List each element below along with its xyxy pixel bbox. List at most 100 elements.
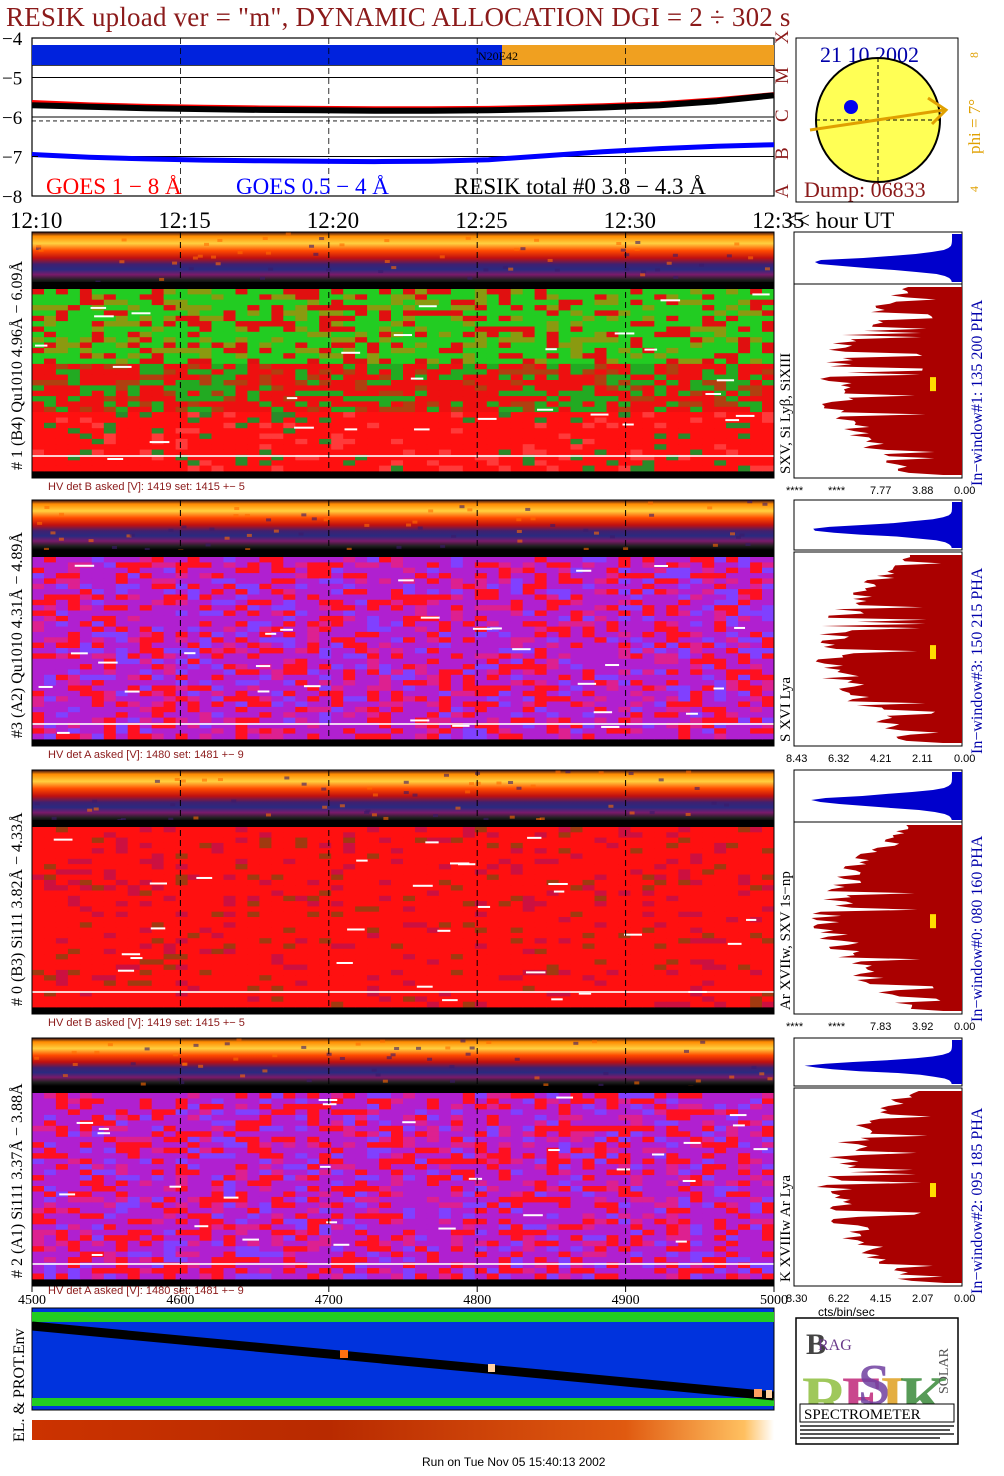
spectrogram-cell xyxy=(355,631,368,638)
spectrogram-cell xyxy=(486,299,500,306)
spectrogram-cell xyxy=(127,589,141,595)
spectrogram-cell xyxy=(199,305,212,311)
spectrogram-cell xyxy=(498,562,512,569)
spectrogram-cell xyxy=(450,669,464,676)
spectrogram-cell xyxy=(115,658,129,665)
spectrogram-cell xyxy=(594,842,607,849)
spectrogram-cell xyxy=(367,690,380,697)
spectrogram-cell xyxy=(546,589,559,595)
spectrogram-cell xyxy=(678,342,691,349)
spectrogram-cell xyxy=(546,583,559,590)
spectrogram-cell xyxy=(211,305,224,311)
spectrogram-cell xyxy=(750,390,763,397)
band-speckle xyxy=(298,532,304,536)
spectrogram-cell xyxy=(690,858,703,865)
spectrogram-cell xyxy=(642,728,655,735)
spectrogram-cell xyxy=(570,337,583,343)
spectrogram-cell xyxy=(307,310,320,317)
spectrogram-cell xyxy=(103,637,117,644)
band-speckle xyxy=(371,813,377,817)
spectrogram-cell xyxy=(199,433,212,440)
bright-pixel xyxy=(38,685,53,688)
spectrogram-cell xyxy=(295,717,308,724)
spectrogram-cell xyxy=(55,578,69,585)
spectrogram-cell xyxy=(450,578,464,585)
band-speckle xyxy=(655,268,661,272)
spectrogram-cell xyxy=(199,331,212,338)
spectrogram-cell xyxy=(654,401,667,408)
spectrogram-cell xyxy=(319,701,332,708)
spectrogram-cell xyxy=(426,615,440,622)
spectrogram-cell xyxy=(403,337,416,343)
spectral-line-label: S XVI Lya xyxy=(778,677,794,742)
spectrogram-cell xyxy=(247,374,260,381)
spectrogram-cell xyxy=(426,401,440,408)
spectrogram-cell xyxy=(558,832,571,838)
spectrogram-cell xyxy=(319,733,332,740)
spectrogram-cell xyxy=(343,664,356,670)
spectrogram-cell xyxy=(79,406,93,413)
spectrogram-cell xyxy=(642,653,655,660)
spectrogram-cell xyxy=(594,342,607,349)
spectrogram-cell xyxy=(331,401,344,408)
spectrogram-cell xyxy=(115,310,129,317)
spectrogram-cell xyxy=(534,712,547,718)
spectrogram-cell xyxy=(762,583,775,590)
spectrogram-cell xyxy=(235,626,248,633)
spectrogram-cell xyxy=(343,557,356,563)
spectrogram-cell xyxy=(570,583,583,590)
spectrogram-cell xyxy=(44,832,57,838)
spectrogram-cell xyxy=(690,460,703,467)
spectrogram-cell xyxy=(271,353,284,359)
spectrogram-cell xyxy=(415,562,428,569)
spectrogram-cell xyxy=(32,315,45,322)
spectrogram-cell xyxy=(319,858,332,865)
spectrogram-cell xyxy=(199,465,212,472)
spectrogram-cell xyxy=(91,696,105,702)
spectrogram-cell xyxy=(690,680,703,686)
spectrogram-cell xyxy=(331,728,344,735)
spectrogram-cell xyxy=(91,858,105,865)
spectrogram-cell xyxy=(462,589,476,595)
spectrogram-cell xyxy=(283,567,296,574)
spectrogram-cell xyxy=(630,637,643,644)
spectrogram-cell xyxy=(522,680,536,686)
spectrogram-cell xyxy=(367,722,380,729)
spectrogram-cell xyxy=(271,858,284,865)
spectrogram-cell xyxy=(391,578,404,585)
spectrogram-cell xyxy=(630,342,643,349)
spectrogram-cell xyxy=(307,428,320,434)
spectrogram-cell xyxy=(438,690,452,697)
spectrogram-cell xyxy=(271,610,284,617)
spectrogram-cell xyxy=(522,728,536,735)
spectrogram-cell xyxy=(283,827,296,833)
spectrogram-cell xyxy=(738,385,751,392)
spectrogram-cell xyxy=(654,853,667,860)
spectrogram-cell xyxy=(343,583,356,590)
spectrogram-cell xyxy=(139,460,153,467)
spectrogram-cell xyxy=(702,680,715,686)
spectrogram-cell xyxy=(534,422,547,429)
spectrogram-cell xyxy=(271,680,284,686)
spectrogram-cell xyxy=(750,621,763,627)
spectrogram-cell xyxy=(762,567,775,574)
spectrogram-cell xyxy=(32,326,45,333)
spectrogram-cell xyxy=(726,380,739,386)
spectrogram-cell xyxy=(151,605,165,611)
spectrogram-cell xyxy=(486,557,500,563)
spectrogram-cell xyxy=(630,406,643,413)
spectrogram-cell xyxy=(355,664,368,670)
spectrogram-cell xyxy=(175,347,188,354)
spectrogram-cell xyxy=(762,722,775,729)
spectrogram-cell xyxy=(450,680,464,686)
spectrogram-cell xyxy=(319,401,332,408)
spectrogram-cell xyxy=(762,406,775,413)
spectrogram-cell xyxy=(462,353,476,359)
spectrogram-cell xyxy=(379,337,392,343)
spectrogram-cell xyxy=(702,396,715,402)
spectrogram-cell xyxy=(283,605,296,611)
spectrogram-cell xyxy=(498,438,512,445)
spectrogram-cell xyxy=(331,599,344,606)
spectrogram-cell xyxy=(67,321,81,327)
spectrogram-cell xyxy=(570,733,583,740)
